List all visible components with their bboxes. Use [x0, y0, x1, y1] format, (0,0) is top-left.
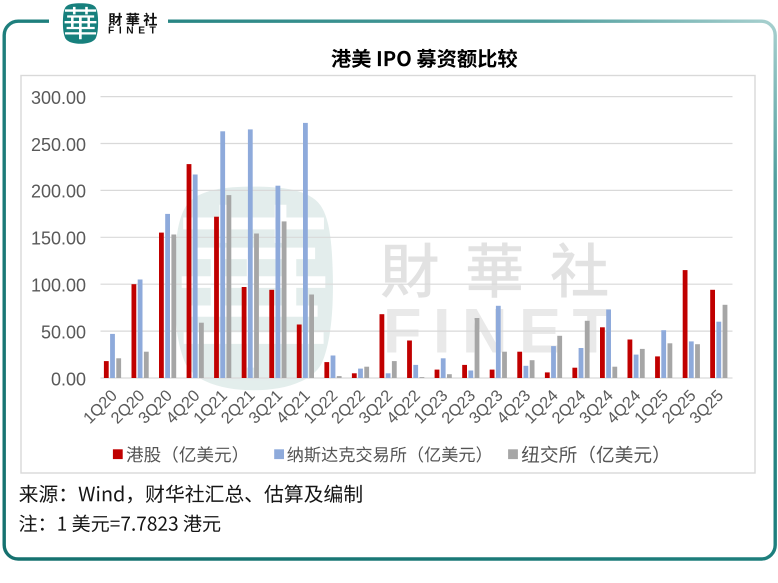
- svg-text:250.00: 250.00: [31, 135, 86, 155]
- svg-text:0.00: 0.00: [51, 369, 86, 389]
- svg-text:200.00: 200.00: [31, 182, 86, 202]
- svg-text:FINET: FINET: [108, 26, 160, 37]
- svg-text:100.00: 100.00: [31, 276, 86, 296]
- svg-text:300.00: 300.00: [31, 88, 86, 108]
- svg-text:50.00: 50.00: [41, 322, 86, 342]
- svg-text:150.00: 150.00: [31, 229, 86, 249]
